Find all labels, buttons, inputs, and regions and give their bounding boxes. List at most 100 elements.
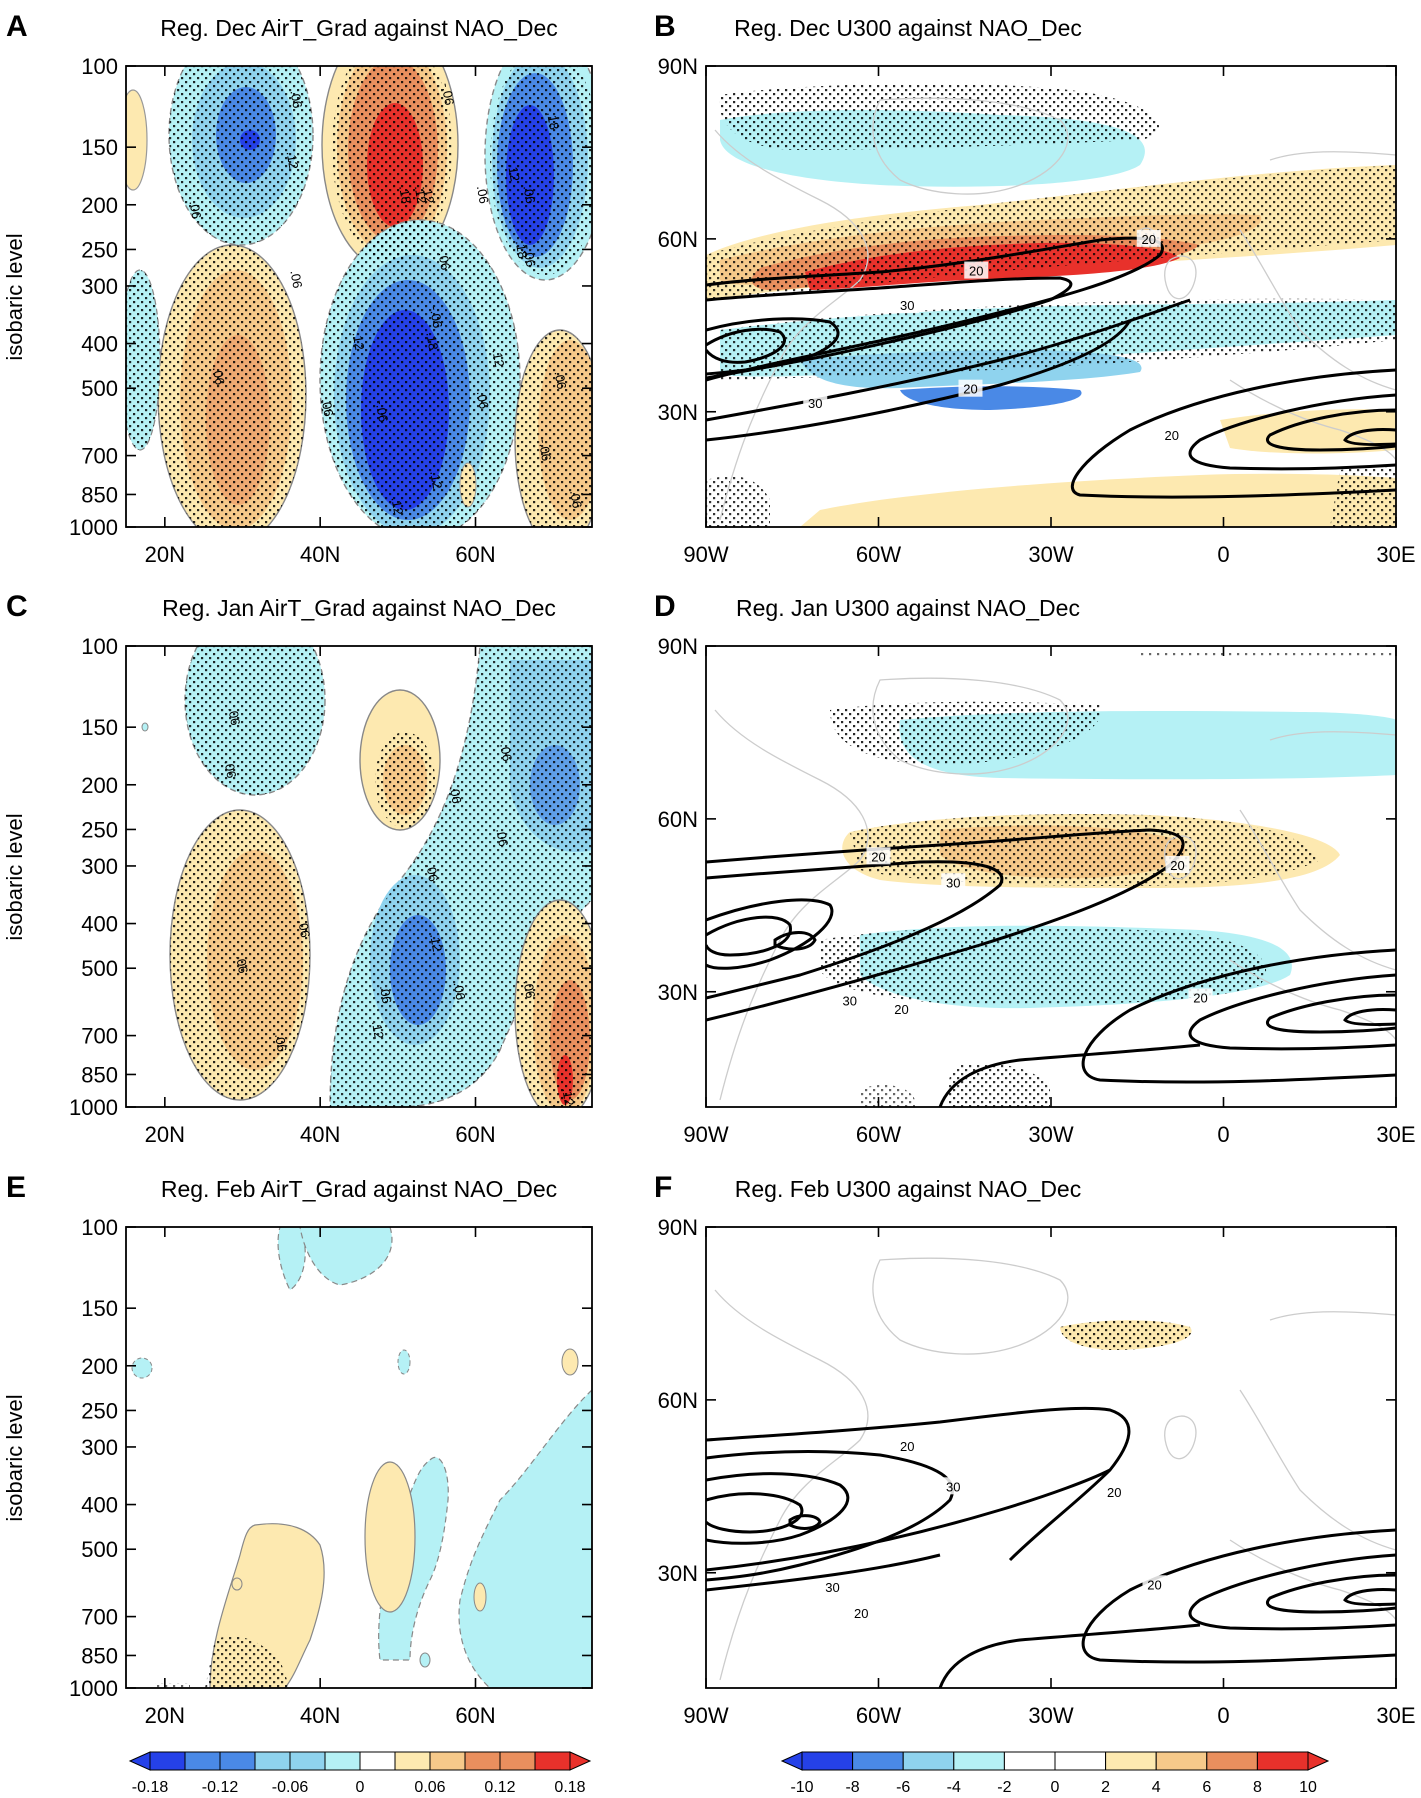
cb-u300-label: -6 xyxy=(896,1779,910,1796)
panel-f-x-tick-label: 0 xyxy=(1217,1703,1229,1728)
panel-f-x-tick-label: 30W xyxy=(1028,1703,1073,1728)
panel-d-x-tick-label: 30E xyxy=(1376,1122,1415,1147)
panel-c-y-tick-label: 300 xyxy=(81,854,118,879)
panel-e-y-ticks: 100 150 200 250 300 400 500 700 850 1000 xyxy=(69,1215,592,1701)
panel-f-coastlines xyxy=(714,1257,1396,1681)
contour-label: 20 xyxy=(969,264,983,279)
contour-label-bg xyxy=(1159,425,1184,443)
contour-label: 20 xyxy=(1142,232,1156,247)
cb-airt-label: -0.06 xyxy=(272,1779,309,1796)
panel-d-x-tick-label: 90W xyxy=(683,1122,728,1147)
panel-c-y-tick-label: 150 xyxy=(81,715,118,740)
panel-c-contour-labels: .06 .06 .06 .06 .06 .06 .06 .06 .12 .06 .06 .12 .06.… xyxy=(221,706,577,1107)
panel-a-field xyxy=(126,66,592,527)
cb-airt-segment xyxy=(534,1751,571,1771)
contour-label: .12 xyxy=(388,496,406,516)
contour-label: -.06 xyxy=(438,82,457,107)
contour-label-bg xyxy=(964,261,989,279)
panel-c-x-tick-label: 40N xyxy=(300,1122,340,1147)
contour-label: .06 xyxy=(551,370,569,390)
panel-c-frame xyxy=(125,645,593,1108)
cb-airt-segment xyxy=(429,1751,466,1771)
panel-f-x-ticks: 90W 60W 30W 0 30E xyxy=(683,1227,1416,1728)
panel-c: .06 .06 .06 .06 .06 .06 .06 .06 .12 .06 .06 .12 .06.… xyxy=(2,590,593,1147)
cb-u300-label: 0 xyxy=(1051,1779,1060,1796)
cb-airt-segment xyxy=(499,1751,536,1771)
contour-label: -.18 xyxy=(543,106,562,131)
panel-a-x-tick-label: 40N xyxy=(300,542,340,567)
contour-label-bg xyxy=(958,379,983,397)
panel-b-title: Reg. Dec U300 against NAO_Dec xyxy=(734,15,1082,41)
cb-u300-label: 6 xyxy=(1202,1779,1211,1796)
panel-a-y-tick-label: 250 xyxy=(81,237,118,262)
contour-label: .12 xyxy=(559,1087,577,1107)
panel-c-y-tick-label: 100 xyxy=(81,634,118,659)
panel-a-ylabel: isobaric level xyxy=(2,233,27,360)
contour-label: .06 xyxy=(287,269,305,289)
cb-u300-segment xyxy=(852,1751,904,1771)
contour-label: 30 xyxy=(946,875,960,890)
panel-a: -.06.06.12.18.12.06-.06.12.06.06-.18-.06… xyxy=(2,10,593,567)
cb-u300-label: -4 xyxy=(947,1779,961,1796)
contour-label: .06 xyxy=(272,1032,290,1052)
panel-d-y-tick-label: 60N xyxy=(658,807,698,832)
contour-label-bg xyxy=(1102,1483,1127,1501)
cb-airt-label: 0 xyxy=(356,1779,365,1796)
panel-f-x-tick-label: 60W xyxy=(856,1703,901,1728)
panel-f-title: Reg. Feb U300 against NAO_Dec xyxy=(735,1176,1081,1202)
cb-u300-label: 10 xyxy=(1299,1779,1317,1796)
contour-label: .06 xyxy=(447,784,465,804)
panel-e-y-tick-label: 1000 xyxy=(69,1676,118,1701)
panel-d-field xyxy=(706,652,1396,1107)
panel-e-frame xyxy=(125,1226,593,1689)
panel-a-x-ticks: 20N 40N 60N xyxy=(145,66,496,567)
panel-c-y-tick-label: 250 xyxy=(81,817,118,842)
panel-c-y-tick-label: 400 xyxy=(81,912,118,937)
contour-label: 30 xyxy=(946,1479,960,1494)
panel-c-y-tick-label: 700 xyxy=(81,1024,118,1049)
panel-a-frame xyxy=(125,65,593,528)
contour-label-bg xyxy=(820,1578,845,1596)
panel-c-y-tick-label: 1000 xyxy=(69,1095,118,1120)
contour-label-bg xyxy=(1165,855,1190,873)
panel-d-y-ticks: 30N 60N 90N xyxy=(658,634,1396,1005)
cb-u300-segment xyxy=(1206,1751,1258,1771)
panel-d-contour-labels: 20 20 30 30 20 20 xyxy=(837,847,1213,1018)
cb-u300-segment xyxy=(1054,1751,1107,1771)
contour-label: .06 xyxy=(233,954,251,974)
cb-u300-label: 4 xyxy=(1152,1779,1161,1796)
panel-b-contour-labels: 20 20 30 30 20 20 xyxy=(803,229,1184,443)
contour-label: .12 xyxy=(369,1020,387,1040)
cb-u300-segment xyxy=(953,1751,1005,1771)
contour-label: .06 xyxy=(520,184,538,204)
contour-label-bg xyxy=(837,991,862,1009)
contour-label: 20 xyxy=(854,1606,868,1621)
panel-a-y-tick-label: 500 xyxy=(81,376,118,401)
panel-b-field xyxy=(706,83,1396,527)
contour-label: .06 xyxy=(318,397,336,417)
panel-c-y-tick-label: 200 xyxy=(81,773,118,798)
contour-label: .06 xyxy=(225,706,243,726)
panel-e-x-tick-label: 60N xyxy=(455,1703,495,1728)
cb-u300-segment xyxy=(801,1751,854,1771)
cb-u300-label: -10 xyxy=(790,1779,813,1796)
cb-airt-label: -0.18 xyxy=(132,1779,169,1796)
contour-label: .06 xyxy=(474,390,492,410)
panel-d-x-ticks: 90W 60W 30W 0 30E xyxy=(683,646,1416,1147)
panel-b: 20 20 30 30 20 20 B Reg. Dec U300 against NAO… xyxy=(654,10,1416,567)
contour-label-bg xyxy=(1142,1575,1167,1593)
contour-label: .12 xyxy=(419,184,437,204)
panel-e-y-tick-label: 100 xyxy=(81,1215,118,1240)
contour-label: .12 xyxy=(489,348,507,368)
panel-a-x-tick-label: 60N xyxy=(455,542,495,567)
panel-c-x-tick-label: 60N xyxy=(455,1122,495,1147)
panel-f-x-tick-label: 30E xyxy=(1376,1703,1415,1728)
panel-e-y-tick-label: 850 xyxy=(81,1643,118,1668)
cb-airt-segment xyxy=(184,1751,221,1771)
panel-e-title: Reg. Feb AirT_Grad against NAO_Dec xyxy=(161,1176,557,1202)
panel-c-x-tick-label: 20N xyxy=(145,1122,185,1147)
contour-label: .06 xyxy=(451,981,469,1001)
panel-d-y-tick-label: 30N xyxy=(658,980,698,1005)
cb-airt-arrow-right xyxy=(569,1751,592,1771)
panel-f-x-tick-label: 90W xyxy=(683,1703,728,1728)
